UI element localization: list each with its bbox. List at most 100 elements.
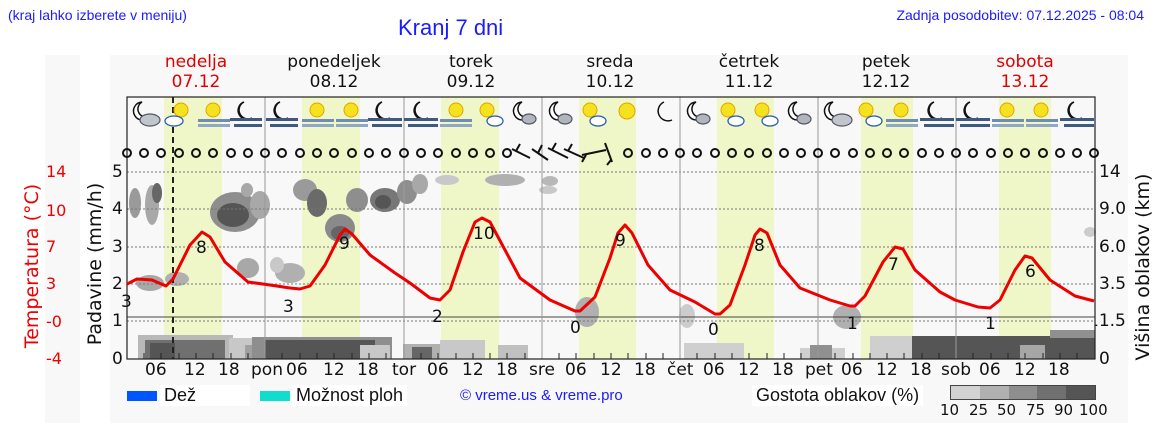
- day-header-2: torek 09.12: [411, 52, 531, 92]
- density-tick: 100: [1079, 401, 1108, 419]
- x-tick: 12: [1014, 360, 1036, 380]
- day-date: 10.12: [585, 72, 635, 92]
- x-tick: 06: [286, 360, 308, 380]
- copyright-link[interactable]: © vreme.us & vreme.pro: [460, 387, 623, 404]
- cloud-height-tick: 11.5: [1088, 311, 1126, 331]
- cloud-height-tick: 3.5: [1099, 274, 1127, 294]
- x-tick: 12: [184, 360, 206, 380]
- x-tick-marks: [143, 353, 1078, 359]
- x-tick: 18: [1048, 360, 1070, 380]
- precip-tick: 1: [112, 311, 123, 331]
- x-tick: sob: [941, 360, 972, 380]
- moon-fog-icon: [404, 101, 438, 127]
- sun-fog-icon: [1026, 102, 1058, 127]
- x-tick: čet: [667, 360, 694, 380]
- rain-legend-label: Dež: [160, 385, 250, 406]
- sun-cloud-icon: [754, 102, 779, 127]
- sun-fog-icon: [302, 102, 334, 127]
- x-tick: 06: [979, 360, 1001, 380]
- moon-fog-icon: [956, 101, 990, 127]
- wind-calm-markers: [122, 148, 1099, 158]
- temp-tick: 3: [46, 274, 57, 293]
- sun-icon: [618, 102, 636, 120]
- temp-max-label: 9: [615, 231, 626, 251]
- moon-cloud-icon: [787, 101, 812, 125]
- day-name: sobota: [996, 52, 1054, 72]
- weather-icons-row: [132, 101, 1094, 127]
- sun-fog-icon: [198, 102, 230, 127]
- region-note: (kraj lahko izberete v meniju): [8, 7, 187, 23]
- density-swatch: [1066, 386, 1095, 399]
- temp-max-label: 9: [339, 234, 350, 254]
- sun-fog-icon: [886, 102, 918, 127]
- cloud-density-patches: [129, 174, 1096, 359]
- x-tick: 12: [600, 360, 622, 380]
- x-tick: 12: [738, 360, 760, 380]
- precip-tick: 5: [112, 162, 123, 182]
- page-title: Kranj 7 dni: [398, 15, 504, 40]
- density-tick: 75: [1026, 401, 1046, 419]
- temp-tick: 10: [46, 201, 67, 220]
- wind-barbs: [511, 142, 613, 166]
- sun-fog-icon: [440, 102, 472, 127]
- temp-max-label: 10: [473, 224, 495, 244]
- moon-cloud-icon: [823, 101, 853, 127]
- x-tick: 18: [496, 360, 518, 380]
- x-tick: 18: [772, 360, 794, 380]
- temp-max-label: 8: [196, 238, 207, 258]
- day-header-6: sobota 13.12: [965, 52, 1085, 92]
- day-name: torek: [449, 52, 493, 72]
- x-tick: 18: [634, 360, 656, 380]
- day-header-3: sreda 10.12: [550, 52, 670, 92]
- precip-tick: 2: [112, 274, 123, 294]
- x-tick: pet: [805, 360, 833, 380]
- last-update: Zadnja posodobitev: 07.12.2025 - 08:04: [896, 7, 1144, 23]
- precip-tick: 3: [112, 237, 123, 257]
- day-header-4: četrtek 11.12: [689, 52, 809, 92]
- temp-max-label: 6: [1025, 262, 1036, 282]
- sun-cloud-icon: [479, 102, 504, 127]
- cloud-density-scale: [950, 385, 1096, 400]
- precip-tick: 0: [112, 349, 123, 369]
- temperature-axis-panel: [45, 55, 80, 423]
- sun-cloud-icon: [858, 102, 883, 127]
- density-swatch: [979, 386, 1009, 399]
- x-tick: 18: [357, 360, 379, 380]
- day-date: 13.12: [1000, 72, 1050, 92]
- day-header-5: petek 12.12: [826, 52, 946, 92]
- day-date: 11.12: [724, 72, 774, 92]
- x-tick: 06: [427, 360, 449, 380]
- density-tick: 10: [940, 401, 960, 419]
- temp-min-label: 2: [432, 307, 443, 327]
- precip-tick: 4: [112, 199, 123, 219]
- day-header-1: ponedeljek 08.12: [274, 52, 394, 92]
- moon-cloud-icon: [512, 101, 537, 125]
- sun-cloud-icon: [164, 102, 189, 127]
- sun-cloud-icon: [720, 102, 745, 127]
- x-tick: 18: [218, 360, 240, 380]
- x-tick: sre: [529, 360, 555, 380]
- rain-legend-swatch: [127, 391, 157, 401]
- density-swatch: [951, 386, 980, 399]
- moon-cloud-icon: [686, 101, 711, 125]
- cloud-density-label: Gostota oblakov (%): [752, 385, 924, 406]
- day-name: četrtek: [718, 52, 780, 72]
- density-swatch: [1008, 386, 1038, 399]
- moon-icon: [657, 101, 673, 122]
- moon-fog-icon: [230, 101, 262, 127]
- x-tick: tor: [392, 360, 417, 380]
- day-date: 12.12: [861, 72, 911, 92]
- temp-min-label: 1: [985, 314, 996, 334]
- density-tick: 50: [997, 401, 1017, 419]
- temp-tick: -0: [46, 312, 62, 331]
- moon-fog-icon: [920, 101, 954, 127]
- grid-lines: [127, 171, 1095, 322]
- moon-fog-icon: [368, 101, 402, 127]
- temp-max-label: 7: [888, 255, 899, 275]
- x-tick: 12: [323, 360, 345, 380]
- x-tick: 06: [841, 360, 863, 380]
- temp-max-label: 8: [754, 236, 765, 256]
- moon-fog-icon: [266, 101, 298, 127]
- sun-cloud-icon: [582, 102, 607, 127]
